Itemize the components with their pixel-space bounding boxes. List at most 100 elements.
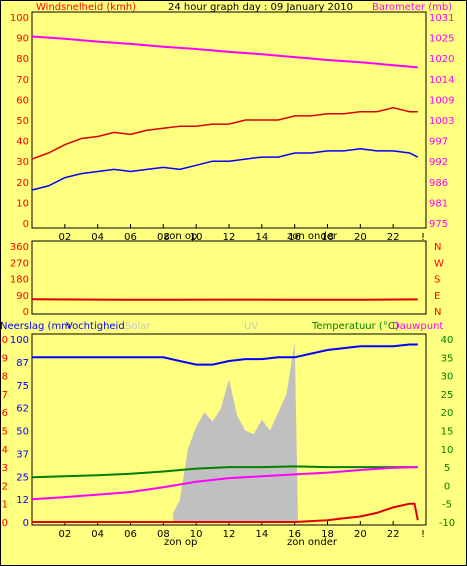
- x-tick-label: 12: [223, 529, 236, 540]
- compass-tick-label: N: [434, 307, 441, 318]
- barometer-axis-label: Barometer (mb): [372, 2, 452, 13]
- temperature-axis-label: Temperatuur (°C): [311, 321, 399, 332]
- barometer-tick-label: 1025: [429, 34, 454, 45]
- wind-tick-label: 40: [16, 137, 29, 148]
- x-tick-label: 06: [124, 529, 137, 540]
- solar-label: Solar: [125, 321, 151, 332]
- temperature-tick-label: 5: [444, 463, 450, 474]
- wind-tick-label: 50: [16, 116, 29, 127]
- direction-line-0: [31, 298, 418, 301]
- humidity-tick-label: 100: [10, 335, 29, 346]
- x-tick-label: 08: [157, 529, 170, 540]
- rain-tick-label: 7: [2, 390, 8, 401]
- rain-tick-label: 0: [2, 518, 8, 529]
- x-tick-label: 20: [354, 529, 367, 540]
- barometer-tick-label: 1014: [429, 75, 454, 86]
- sunrise-label: zon op: [164, 231, 197, 242]
- x-tick-label: 04: [91, 529, 104, 540]
- wind-panel: [31, 11, 427, 229]
- rain-tick-label: 1: [2, 500, 8, 511]
- rain-tick-label: 6: [2, 408, 8, 419]
- rain-tick-label: 3: [2, 463, 8, 474]
- temperature-tick-label: 0: [444, 481, 450, 492]
- solar-area: [173, 342, 298, 522]
- humidity-axis-label: Vochtigheid: [66, 321, 125, 332]
- temperature-tick-label: 15: [441, 427, 454, 438]
- direction-tick-label: 90: [16, 291, 29, 302]
- rain-line: [32, 502, 419, 523]
- compass-tick-label: W: [434, 258, 444, 269]
- x-tick-label: 16: [288, 529, 301, 540]
- barometer-tick-label: 1031: [429, 13, 454, 24]
- dewpoint-axis-label: Dauwpunt: [392, 321, 443, 332]
- humidity-tick-label: 12: [16, 495, 29, 506]
- rain-tick-label: 4: [2, 445, 8, 456]
- rain-tick-label: 10: [0, 335, 8, 346]
- compass-tick-label: E: [434, 291, 440, 302]
- barometer-tick-label: 1020: [429, 54, 454, 65]
- barometer-tick-label: 1009: [429, 95, 454, 106]
- temperature-tick-label: 40: [441, 335, 454, 346]
- compass-tick-label: S: [434, 275, 440, 286]
- x-tick-label: 06: [124, 232, 137, 243]
- x-tick-label: 04: [91, 232, 104, 243]
- wind-tick-label: 80: [16, 54, 29, 65]
- direction-tick-label: 270: [10, 258, 29, 269]
- x-tick-label: 14: [255, 232, 268, 243]
- temperature-tick-label: 20: [441, 408, 454, 419]
- x-tick-label: 12: [223, 232, 236, 243]
- series-line-2: [31, 148, 419, 191]
- series-line-0: [31, 35, 418, 69]
- end-marker: !: [421, 232, 425, 243]
- end-marker: !: [421, 529, 425, 540]
- temperature-line: [31, 465, 418, 479]
- wind-speed-axis-label: Windsnelheid (kmh): [36, 2, 136, 13]
- uv-label: UV: [244, 321, 258, 332]
- chart-title: 24 hour graph day : 09 January 2010: [168, 2, 353, 13]
- humidity-tick-label: 75: [16, 381, 29, 392]
- barometer-tick-label: 986: [429, 178, 448, 189]
- direction-tick-label: 0: [23, 307, 29, 318]
- dewpoint-line: [31, 466, 418, 501]
- wind-tick-label: 0: [23, 219, 29, 230]
- x-tick-label: 16: [288, 232, 301, 243]
- x-tick-label: 02: [58, 529, 71, 540]
- wind-tick-label: 90: [16, 34, 29, 45]
- humidity-tick-label: 62: [16, 404, 29, 415]
- wind-tick-label: 100: [10, 13, 29, 24]
- x-tick-label: 14: [255, 529, 268, 540]
- rain-tick-label: 9: [2, 353, 8, 364]
- temperature-tick-label: 25: [441, 390, 454, 401]
- barometer-tick-label: 997: [429, 137, 448, 148]
- barometer-tick-label: 981: [429, 198, 448, 209]
- x-tick-label: 22: [387, 232, 400, 243]
- humidity-line: [32, 343, 418, 366]
- barometer-tick-label: 992: [429, 157, 448, 168]
- wind-tick-label: 30: [16, 157, 29, 168]
- x-tick-label: 10: [190, 529, 203, 540]
- rain-tick-label: 5: [2, 427, 8, 438]
- rain-tick-label: 8: [2, 372, 8, 383]
- wind-tick-label: 60: [16, 95, 29, 106]
- sunset-label-bottom: zon onder: [287, 537, 338, 548]
- humidity-tick-label: 0: [23, 518, 29, 529]
- temperature-tick-label: 10: [441, 445, 454, 456]
- wind-tick-label: 10: [16, 198, 29, 209]
- x-tick-label: 20: [354, 232, 367, 243]
- x-tick-label: 18: [321, 232, 334, 243]
- x-tick-label: 08: [157, 232, 170, 243]
- rain-tick-label: 2: [2, 481, 8, 492]
- direction-tick-label: 180: [10, 275, 29, 286]
- temperature-tick-label: -10: [439, 518, 455, 529]
- wind-tick-label: 20: [16, 178, 29, 189]
- direction-tick-label: 360: [10, 242, 29, 253]
- temperature-tick-label: 30: [441, 372, 454, 383]
- x-tick-label: 10: [190, 232, 203, 243]
- wind-direction-panel: [31, 240, 427, 315]
- x-tick-label: 02: [58, 232, 71, 243]
- compass-tick-label: N: [434, 242, 441, 253]
- series-line-1: [31, 106, 418, 160]
- temperature-tick-label: -5: [442, 500, 452, 511]
- humidity-tick-label: 50: [16, 427, 29, 438]
